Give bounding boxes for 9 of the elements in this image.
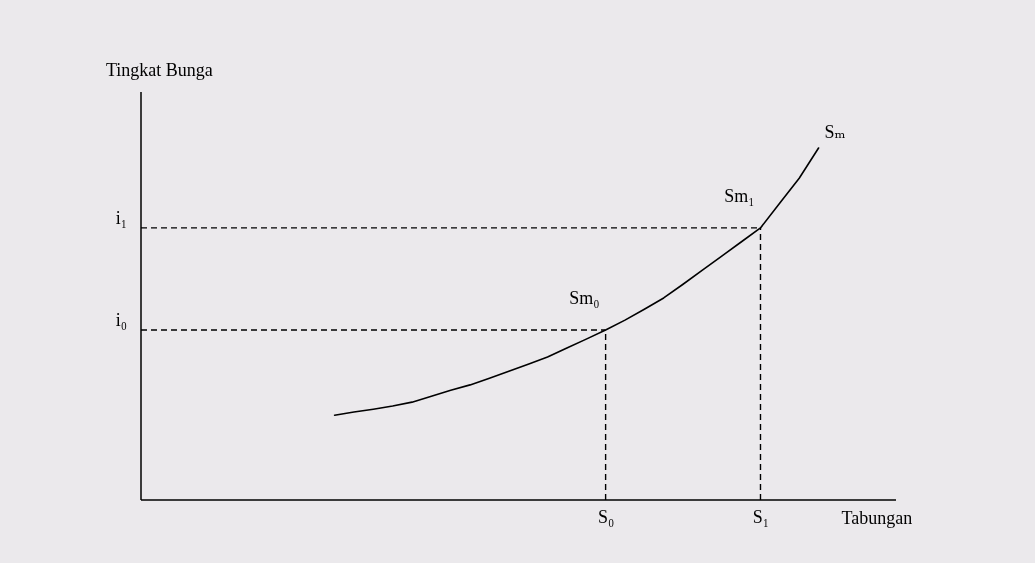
annotation: Sm₁ — [724, 185, 755, 206]
ref-line-label: i₀ — [115, 309, 127, 330]
text: Sₘ — [824, 122, 846, 142]
annotation: Sm₀ — [569, 287, 600, 308]
y-axis-title: Tingkat Bunga — [106, 60, 213, 80]
x-tick-label: S₁ — [752, 506, 770, 527]
x-tick-label: S₀ — [597, 506, 615, 527]
ref-line-label: i₁ — [115, 207, 127, 228]
x-axis-title: Tabungan — [841, 507, 913, 528]
